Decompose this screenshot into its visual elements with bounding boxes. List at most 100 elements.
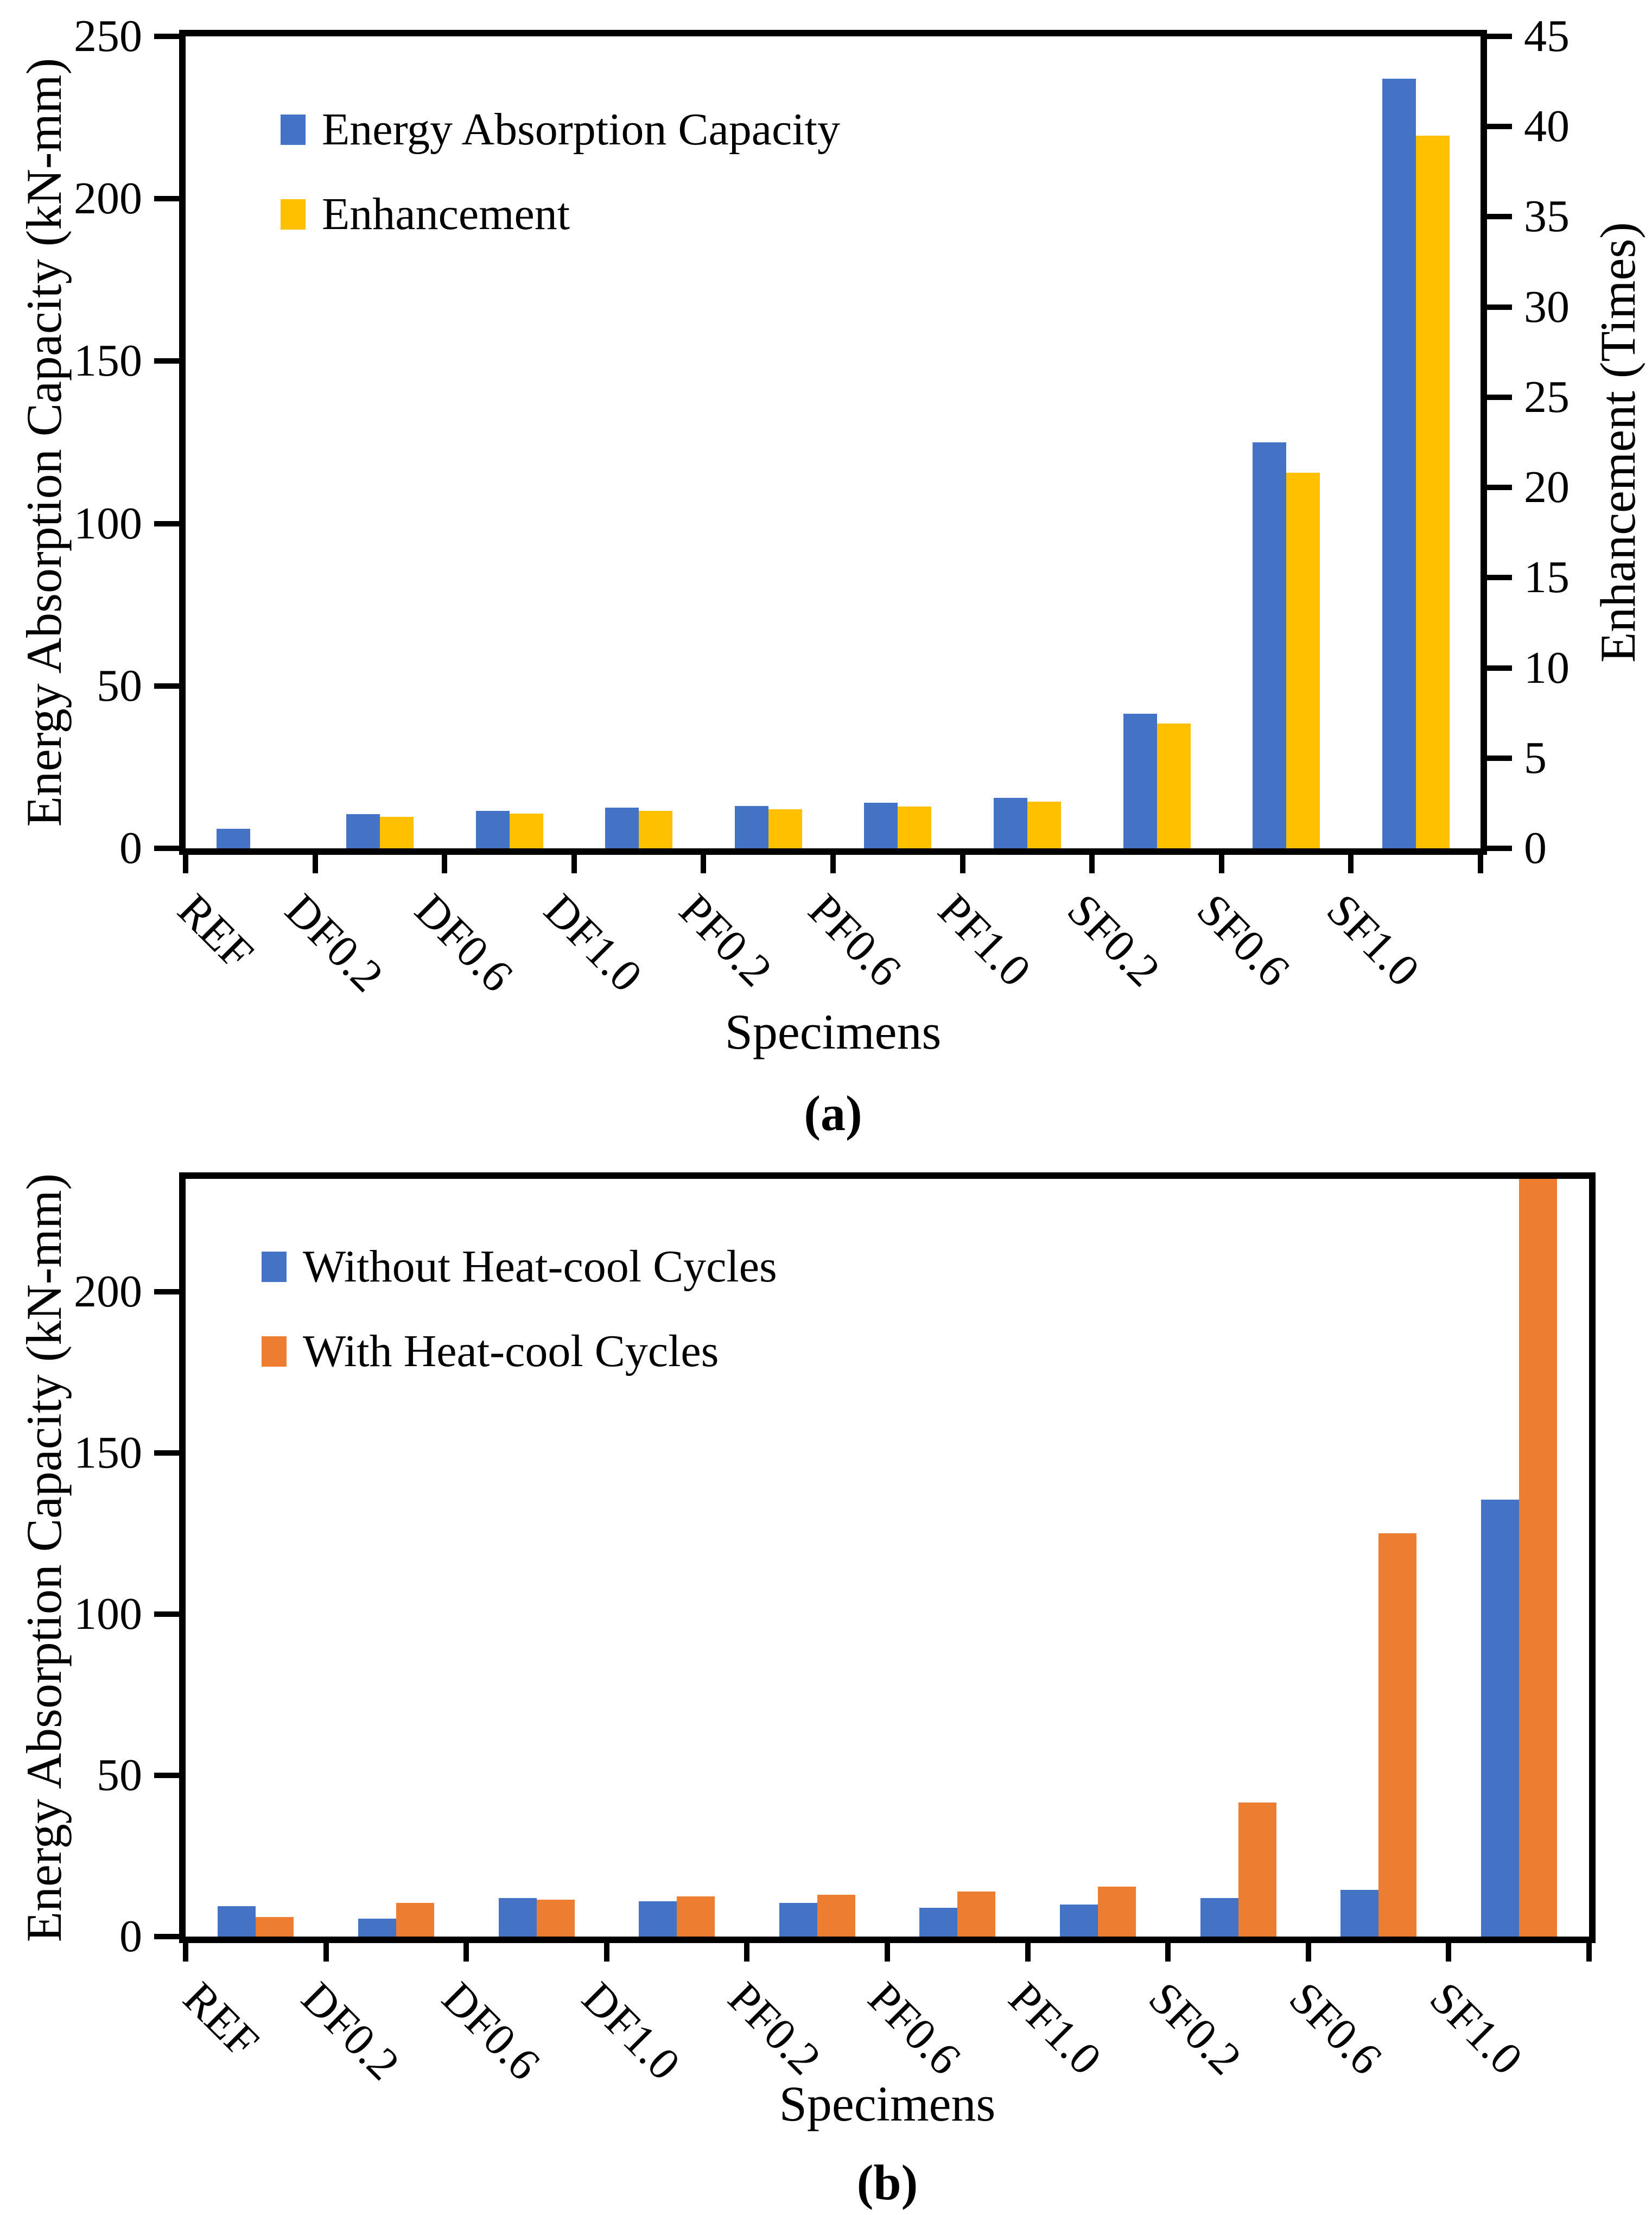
x-axis-tick-mark [960, 848, 965, 873]
bar-series1-PF1.0 [993, 798, 1027, 848]
y-axis-tick-mark [154, 358, 179, 364]
x-category-label: SF1.0 [1317, 884, 1429, 997]
y-axis-tick-mark [154, 1289, 179, 1294]
bar-series2-PF0.6 [898, 806, 932, 848]
y-axis-tick-mark [154, 1772, 179, 1778]
x-axis-tick-mark [1025, 1937, 1031, 1962]
chart-a-caption: (a) [804, 1086, 862, 1141]
chart-a-plot-area: Energy Absorption Capacity Enhancement 0… [74, 14, 1570, 1002]
x-category-label: DF1.0 [572, 1972, 690, 2090]
secondary-y-axis-tick-label: 40 [1524, 101, 1570, 152]
chart-a-right-axis-title: Enhancement (Times) [1590, 222, 1645, 663]
y-axis-tick-label: 50 [97, 1749, 142, 1800]
secondary-y-axis-tick-mark [1487, 214, 1512, 220]
enhancement-legend-swatch [281, 199, 306, 230]
x-axis-tick-mark [1478, 848, 1483, 873]
secondary-y-axis-tick-label: 30 [1524, 281, 1570, 332]
legend-label: Enhancement [322, 189, 570, 239]
x-axis-tick-mark [830, 848, 836, 873]
chart-b-x-axis-title: Specimens [779, 2076, 996, 2131]
energy-capacity-legend-swatch [281, 115, 306, 145]
bar-series2-REF [256, 1917, 294, 1937]
x-category-label: DF0.6 [405, 884, 523, 1002]
x-axis-tick-mark [1305, 1937, 1311, 1962]
y-axis-tick-label: 50 [97, 660, 142, 711]
chart-a-x-axis-title: Specimens [725, 1004, 942, 1059]
chart-a-legend-item-enhancement: Enhancement [281, 192, 840, 237]
x-axis-tick-mark [1089, 848, 1095, 873]
y-axis-tick-label: 0 [119, 1911, 142, 1962]
bar-series2-DF0.6 [509, 814, 543, 848]
y-axis-tick-mark [154, 34, 179, 39]
secondary-y-axis-tick-label: 45 [1524, 11, 1570, 61]
legend-label: With Heat-cool Cycles [303, 1326, 719, 1376]
bar-series2-SF0.2 [1238, 1803, 1276, 1937]
y-axis-tick-mark [154, 1450, 179, 1456]
chart-b-plot-area: Without Heat-cool Cycles With Heat-cool … [74, 1172, 1596, 2090]
x-category-label: PF0.6 [859, 1972, 971, 2085]
chart-b-legend-item-without: Without Heat-cool Cycles [262, 1244, 777, 1290]
secondary-y-axis-tick-mark [1487, 34, 1512, 39]
secondary-y-axis-tick-label: 10 [1524, 642, 1570, 693]
bar-series1-SF0.2 [1123, 713, 1157, 848]
bar-series2-SF0.6 [1286, 472, 1320, 848]
secondary-y-axis-tick-mark [1487, 304, 1512, 310]
secondary-y-axis-tick-mark [1487, 394, 1512, 400]
x-category-label: REF [174, 1972, 269, 2068]
legend-label: Energy Absorption Capacity [322, 104, 840, 155]
x-axis-tick-mark [312, 848, 318, 873]
bar-series1-DF0.2 [346, 814, 380, 848]
x-category-label: PF1.0 [928, 884, 1040, 997]
bar-series1-DF0.6 [475, 811, 510, 848]
bar-series1-PF0.2 [734, 806, 768, 848]
y-axis-tick-mark [154, 683, 179, 689]
x-category-label: DF0.6 [432, 1972, 550, 2090]
x-axis-tick-mark [701, 848, 707, 873]
x-axis-tick-mark [442, 848, 448, 873]
x-category-label: SF1.0 [1420, 1972, 1532, 2085]
bar-series1-SF1.0 [1481, 1500, 1519, 1937]
x-axis-tick-mark [744, 1937, 750, 1962]
bar-series1-SF1.0 [1382, 78, 1416, 848]
x-category-label: SF0.2 [1058, 884, 1170, 997]
bar-series2-PF0.2 [768, 809, 802, 848]
bar-series1-DF1.0 [639, 1901, 677, 1937]
secondary-y-axis-tick-label: 0 [1524, 823, 1547, 873]
secondary-y-axis-tick-mark [1487, 124, 1512, 130]
legend-label: Without Heat-cool Cycles [303, 1241, 777, 1292]
x-axis-tick-mark [1586, 1937, 1592, 1962]
bar-series2-DF1.0 [639, 810, 673, 848]
bar-series1-REF [218, 1906, 256, 1937]
x-axis-tick-mark [1165, 1937, 1171, 1962]
chart-a-legend: Energy Absorption Capacity Enhancement [281, 107, 840, 237]
y-axis-tick-label: 250 [74, 11, 142, 61]
bar-series1-DF0.2 [358, 1919, 396, 1937]
secondary-y-axis-tick-mark [1487, 755, 1512, 761]
secondary-y-axis-tick-label: 25 [1524, 371, 1570, 422]
x-axis-tick-mark [323, 1937, 329, 1962]
y-axis-tick-mark [154, 846, 179, 851]
x-category-label: SF0.2 [1139, 1972, 1251, 2085]
secondary-y-axis-tick-label: 20 [1524, 462, 1570, 513]
y-axis-tick-label: 0 [119, 823, 142, 873]
x-axis-tick-mark [603, 1937, 609, 1962]
x-category-label: PF0.2 [718, 1972, 830, 2085]
bar-series2-DF1.0 [677, 1896, 715, 1937]
bar-series1-SF0.6 [1340, 1889, 1379, 1937]
y-axis-tick-label: 100 [74, 498, 142, 549]
bar-series2-PF1.0 [1097, 1886, 1136, 1937]
bar-series1-PF1.0 [1059, 1904, 1098, 1937]
bar-series2-DF0.6 [536, 1899, 575, 1937]
bar-series1-DF0.6 [498, 1897, 537, 1937]
y-axis-tick-mark [154, 521, 179, 526]
x-axis-tick-mark [183, 848, 188, 873]
chart-a-left-axis-title: Energy Absorption Capacity (kN-mm) [16, 58, 72, 827]
with-heatcool-legend-swatch [262, 1336, 287, 1367]
secondary-y-axis-tick-label: 35 [1524, 191, 1570, 242]
secondary-y-axis-tick-mark [1487, 485, 1512, 491]
secondary-y-axis-tick-label: 5 [1524, 732, 1547, 783]
y-axis-tick-mark [154, 1611, 179, 1617]
x-axis-tick-mark [1348, 848, 1354, 873]
chart-a-legend-item-energy: Energy Absorption Capacity [281, 107, 840, 153]
bar-series2-PF0.2 [817, 1894, 855, 1937]
